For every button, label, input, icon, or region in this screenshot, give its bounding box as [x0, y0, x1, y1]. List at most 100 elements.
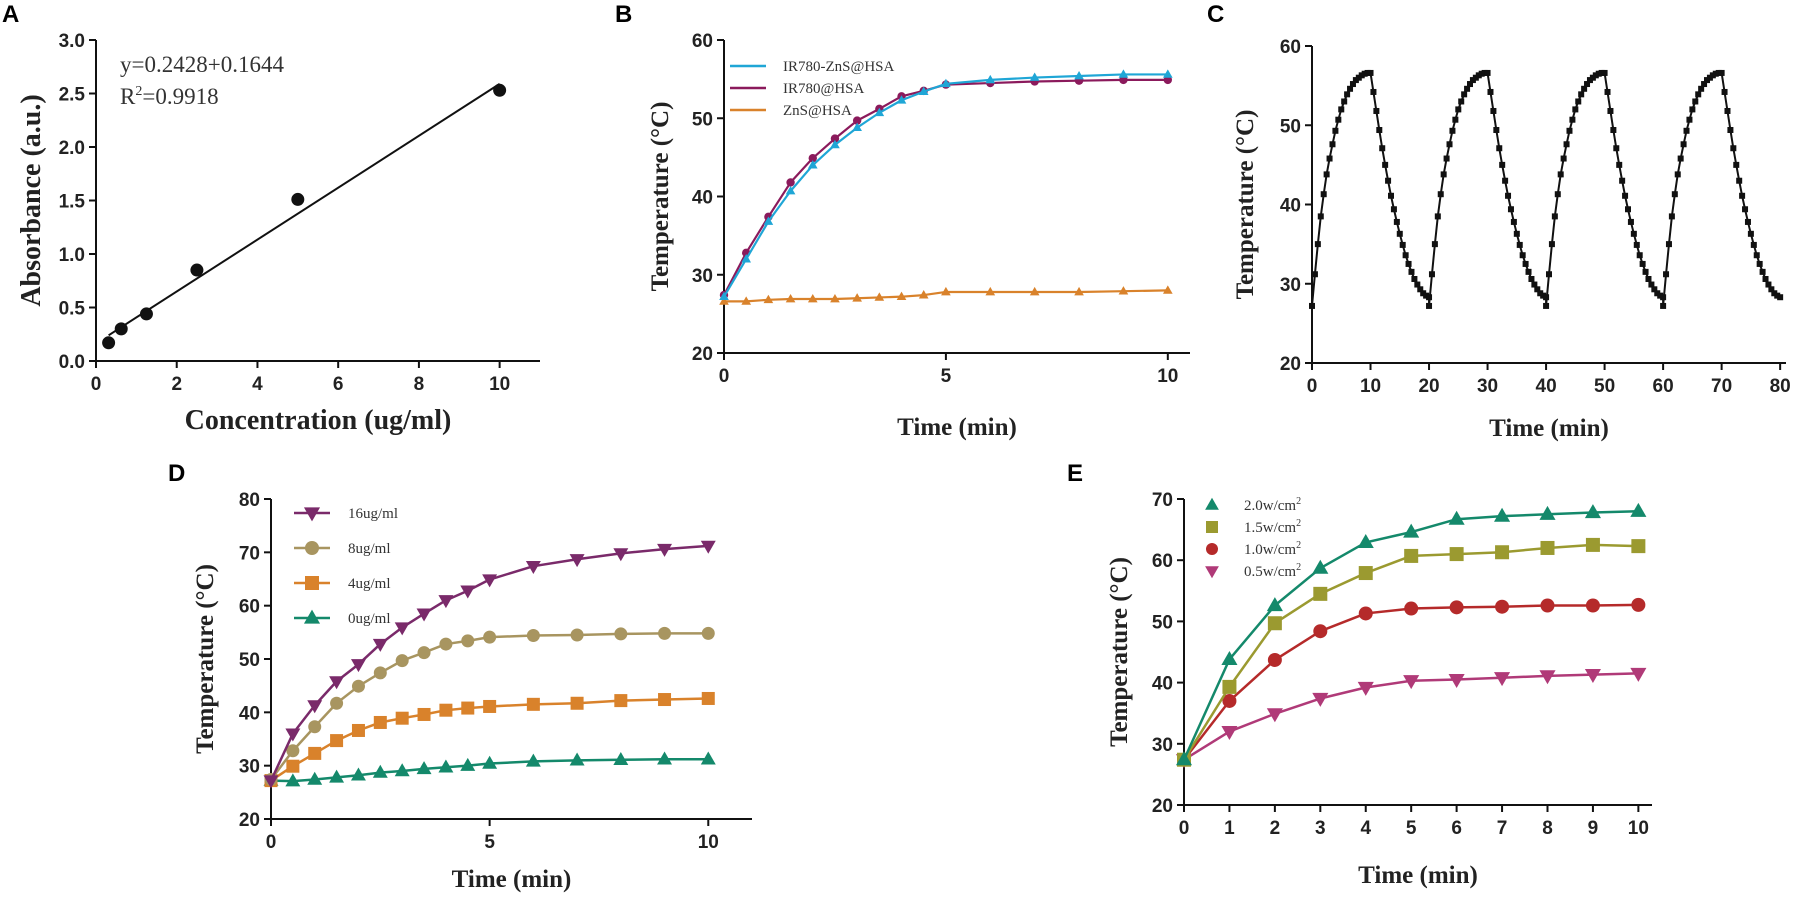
- data-point: [1452, 116, 1459, 123]
- legend-label: 1.5w/cm2: [1244, 518, 1301, 536]
- x-tick-label: 5: [941, 366, 952, 387]
- data-point: [1437, 191, 1444, 198]
- data-point: [1399, 241, 1406, 248]
- data-point: [1382, 161, 1389, 168]
- y-tick-label: 2.0: [59, 138, 85, 159]
- y-tick-label: 50: [1152, 612, 1173, 633]
- data-point: [417, 646, 431, 660]
- data-point: [1759, 268, 1766, 275]
- y-tick-label: 30: [1152, 735, 1173, 756]
- data-point: [1554, 191, 1561, 198]
- x-tick-label: 0: [1307, 376, 1318, 397]
- data-point: [1029, 72, 1040, 81]
- data-point: [1367, 69, 1374, 76]
- y-tick-label: 30: [239, 757, 260, 778]
- x-tick-label: 0: [719, 366, 730, 387]
- series-line: [723, 78, 1168, 296]
- data-point: [329, 769, 345, 783]
- data-point: [482, 574, 498, 588]
- legend-label: ZnS@HSA: [783, 103, 852, 119]
- data-point: [613, 752, 629, 765]
- x-tick-label: 10: [489, 374, 510, 395]
- x-tick-label: 4: [1360, 818, 1371, 839]
- data-point: [1651, 286, 1658, 293]
- data-point: [1674, 171, 1681, 178]
- data-point: [1495, 599, 1510, 614]
- series-line: [270, 632, 709, 781]
- data-point: [1266, 708, 1283, 723]
- data-point: [700, 540, 716, 554]
- x-tick-label: 10: [1628, 818, 1649, 839]
- chart-panel-d: 0 5 10 20 30 40 50 60 70 80 Time (min) Temperature …: [192, 490, 752, 893]
- data-point: [526, 697, 540, 711]
- data-point: [1630, 502, 1647, 517]
- data-point: [1768, 286, 1775, 293]
- data-point: [719, 291, 729, 301]
- y-tick-label: 40: [692, 188, 713, 209]
- data-point: [114, 322, 128, 336]
- data-point: [1494, 672, 1511, 687]
- data-point: [1522, 260, 1529, 267]
- data-point: [308, 746, 322, 760]
- data-point: [394, 622, 410, 636]
- data-point: [1376, 127, 1383, 134]
- data-point: [1404, 548, 1419, 563]
- data-point: [416, 761, 432, 775]
- data-point: [525, 561, 541, 574]
- data-point: [1525, 268, 1532, 275]
- data-point: [1402, 252, 1409, 259]
- data-point: [874, 292, 885, 301]
- data-point: [526, 629, 540, 643]
- data-point: [305, 576, 319, 590]
- series-line: [270, 697, 709, 782]
- data-point: [1396, 230, 1403, 237]
- data-point: [1455, 106, 1462, 113]
- data-point: [1739, 192, 1746, 199]
- data-point: [1357, 534, 1374, 549]
- data-point: [1660, 302, 1667, 309]
- y-tick-label: 30: [692, 266, 713, 287]
- data-point: [1461, 91, 1468, 98]
- data-point: [570, 628, 584, 642]
- data-point: [1516, 241, 1523, 248]
- y-tick-label: 50: [1280, 116, 1301, 137]
- data-point: [305, 541, 319, 555]
- data-point: [460, 757, 476, 771]
- data-point: [1266, 597, 1283, 612]
- x-tick-label: 30: [1477, 376, 1498, 397]
- data-point: [1692, 98, 1699, 105]
- data-point: [1499, 161, 1506, 168]
- x-tick-label: 0: [1179, 818, 1190, 839]
- x-tick-label: 8: [414, 374, 425, 395]
- data-point: [1534, 286, 1541, 293]
- y-tick-label: 40: [1280, 196, 1301, 217]
- data-point: [1175, 751, 1193, 766]
- data-point: [1627, 218, 1634, 225]
- data-point: [785, 293, 796, 303]
- data-point: [1385, 177, 1392, 184]
- x-tick-label: 40: [1536, 376, 1557, 397]
- data-point: [1625, 206, 1631, 213]
- data-point: [1750, 241, 1757, 248]
- data-point: [1566, 127, 1573, 134]
- x-tick-label: 9: [1588, 818, 1599, 839]
- y-tick-label: 20: [692, 344, 713, 365]
- data-point: [438, 595, 454, 609]
- data-point: [1671, 191, 1678, 198]
- legend-label: 16ug/ml: [348, 506, 398, 522]
- x-tick-label: 1: [1224, 818, 1235, 839]
- data-point: [1631, 539, 1646, 554]
- data-point: [351, 723, 365, 737]
- legend-label: 4ug/ml: [348, 576, 391, 592]
- data-point: [1613, 145, 1620, 152]
- r-squared-annotation: R2=0.9918: [120, 84, 219, 109]
- data-point: [570, 696, 584, 710]
- data-point: [1221, 650, 1238, 665]
- chart-panel-a: 0 2 4 6 8 10 0.0 0.5 1.0 1.5 2.0 2.5 3.0 Concentratio…: [16, 31, 540, 436]
- data-point: [1540, 540, 1555, 555]
- data-point: [525, 753, 541, 767]
- data-point: [1695, 91, 1702, 98]
- data-point: [1677, 155, 1684, 162]
- data-point: [1347, 85, 1354, 92]
- data-point: [1411, 275, 1418, 282]
